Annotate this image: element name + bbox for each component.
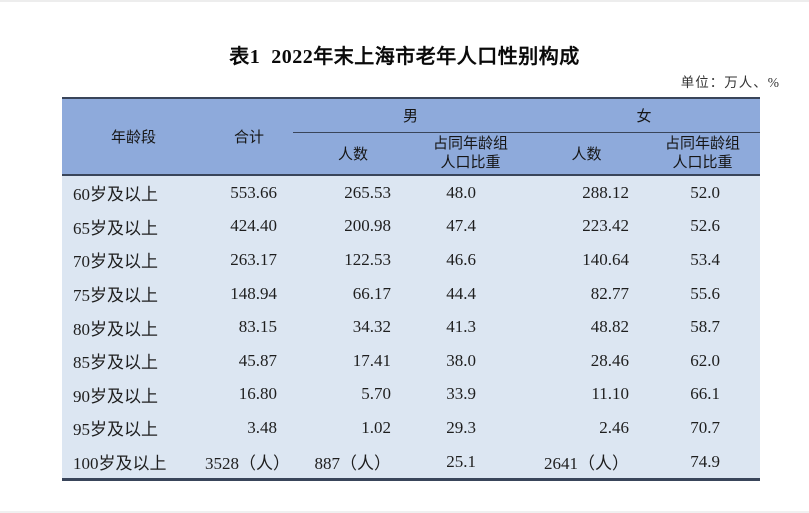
cell-total: 45.87 <box>238 350 277 370</box>
table-row: 65岁及以上 424.40 200.98 47.4 223.42 52.6 <box>62 210 760 244</box>
cell-male-count: 34.32 <box>352 317 391 337</box>
cell-male-share: 41.3 <box>446 317 476 337</box>
header-male-share: 占同年龄组 人口比重 <box>413 133 528 174</box>
header-age-group: 年龄段 <box>110 130 156 146</box>
table-row: 90岁及以上 16.80 5.70 33.9 11.10 66.1 <box>62 378 760 412</box>
header-female-share-line1: 占同年龄组 <box>664 135 740 152</box>
cell-female-count: 2641（人） <box>544 454 629 474</box>
cell-female-share: 52.0 <box>690 182 720 202</box>
cell-male-count: 265.53 <box>344 182 391 202</box>
cell-female-count: 288.12 <box>582 182 629 202</box>
cell-total: 263.17 <box>230 249 277 269</box>
cell-female-share: 58.7 <box>690 317 720 337</box>
table-row: 80岁及以上 83.15 34.32 41.3 48.82 58.7 <box>62 310 760 344</box>
cell-female-count: 140.64 <box>582 249 629 269</box>
cell-female-share: 70.7 <box>690 417 720 437</box>
cell-female-count: 48.82 <box>590 317 629 337</box>
cell-total: 3.48 <box>247 417 277 437</box>
cell-female-count: 82.77 <box>590 283 629 303</box>
cell-age-group: 85岁及以上 <box>73 353 158 373</box>
cell-male-count: 1.02 <box>361 417 391 437</box>
cell-age-group: 80岁及以上 <box>73 319 158 339</box>
header-female-count: 人数 <box>571 147 602 163</box>
cell-male-count: 200.98 <box>344 216 391 236</box>
cell-total: 16.80 <box>238 384 277 404</box>
cell-female-count: 223.42 <box>582 216 629 236</box>
table-header: 年龄段 合计 男 女 人数 占同年龄组 人口比重 人数 占同年龄组 人口比重 <box>62 97 760 176</box>
table-row: 100岁及以上 3528（人） 887（人） 25.1 2641（人） 74.9 <box>62 445 760 479</box>
header-male-count: 人数 <box>337 147 368 163</box>
cell-total: 3528（人） <box>205 454 290 474</box>
cell-total: 148.94 <box>230 283 277 303</box>
cell-age-group: 75岁及以上 <box>73 286 158 306</box>
cell-age-group: 95岁及以上 <box>73 420 158 440</box>
table-row: 75岁及以上 148.94 66.17 44.4 82.77 55.6 <box>62 277 760 311</box>
cell-male-count: 122.53 <box>344 249 391 269</box>
cell-male-count: 17.41 <box>352 350 391 370</box>
header-male-group: 男 <box>293 99 528 133</box>
cell-male-count: 887（人） <box>314 454 392 474</box>
header-male-share-line2: 人口比重 <box>440 154 501 171</box>
cell-female-share: 53.4 <box>690 249 720 269</box>
cell-age-group: 65岁及以上 <box>73 218 158 238</box>
cell-male-count: 5.70 <box>361 384 391 404</box>
cell-male-share: 33.9 <box>446 384 476 404</box>
cell-male-share: 46.6 <box>446 249 476 269</box>
cell-female-count: 11.10 <box>591 384 629 404</box>
cell-male-share: 44.4 <box>446 283 476 303</box>
cell-male-share: 25.1 <box>446 451 476 471</box>
cell-male-share: 29.3 <box>446 417 476 437</box>
cell-total: 83.15 <box>238 317 277 337</box>
cell-female-share: 74.9 <box>690 451 720 471</box>
cell-male-share: 38.0 <box>446 350 476 370</box>
table-row: 60岁及以上 553.66 265.53 48.0 288.12 52.0 <box>62 176 760 210</box>
table-row: 95岁及以上 3.48 1.02 29.3 2.46 70.7 <box>62 411 760 445</box>
cell-total: 424.40 <box>230 216 277 236</box>
cell-female-count: 2.46 <box>599 417 629 437</box>
cell-age-group: 60岁及以上 <box>73 185 158 205</box>
cell-male-count: 66.17 <box>352 283 391 303</box>
cell-female-count: 28.46 <box>590 350 629 370</box>
cell-female-share: 55.6 <box>690 283 720 303</box>
cell-female-share: 52.6 <box>690 216 720 236</box>
cell-age-group: 100岁及以上 <box>73 454 167 474</box>
header-female-group: 女 <box>528 99 760 133</box>
header-male-share-line1: 占同年龄组 <box>432 135 508 152</box>
cell-age-group: 70岁及以上 <box>73 252 158 272</box>
table-body: 60岁及以上 553.66 265.53 48.0 288.12 52.0 65… <box>62 176 760 482</box>
cell-age-group: 90岁及以上 <box>73 386 158 406</box>
header-female-share: 占同年龄组 人口比重 <box>645 133 760 174</box>
unit-note: 单位：万人、% <box>680 75 780 90</box>
header-female-share-line2: 人口比重 <box>672 154 733 171</box>
cell-male-share: 47.4 <box>446 216 476 236</box>
table-title: 表1 2022年末上海市老年人口性别构成 <box>229 46 580 68</box>
cell-total: 553.66 <box>230 182 277 202</box>
header-total: 合计 <box>233 130 264 146</box>
cell-female-share: 62.0 <box>690 350 720 370</box>
cell-female-share: 66.1 <box>690 384 720 404</box>
table-row: 85岁及以上 45.87 17.41 38.0 28.46 62.0 <box>62 344 760 378</box>
cell-male-share: 48.0 <box>446 182 476 202</box>
population-table: 年龄段 合计 男 女 人数 占同年龄组 人口比重 人数 占同年龄组 人口比重 6… <box>62 97 760 482</box>
table-row: 70岁及以上 263.17 122.53 46.6 140.64 53.4 <box>62 243 760 277</box>
